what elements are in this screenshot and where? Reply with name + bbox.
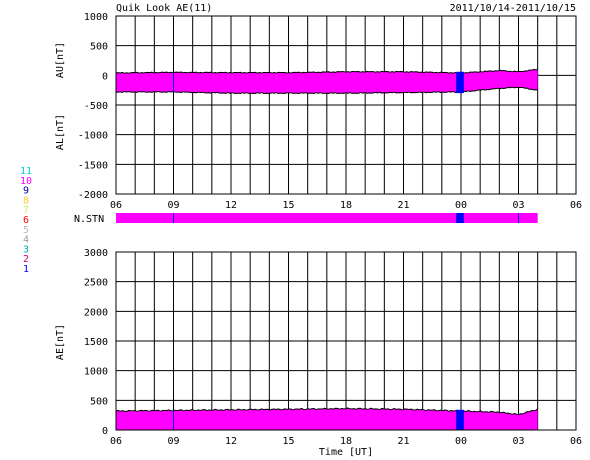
station-number-8: 8 <box>23 195 29 206</box>
au-al-ytick-label: 0 <box>102 71 108 82</box>
station-number-11: 11 <box>20 166 32 177</box>
ae-ytick-label: 500 <box>90 396 108 407</box>
ae-xtick-label: 09 <box>167 436 179 447</box>
data-layer <box>115 69 538 430</box>
au-al-ytick-label: -500 <box>84 101 108 112</box>
station-number-1: 1 <box>23 264 29 275</box>
station-number-7: 7 <box>23 205 29 216</box>
au-al-envelope-area <box>116 69 538 94</box>
au-al-ytick-label: -1000 <box>78 131 108 142</box>
au-al-ytick-label: 500 <box>90 42 108 53</box>
au-al-ytick-label: -2000 <box>78 190 108 201</box>
ae-xtick-label: 06 <box>570 436 582 447</box>
ae-axis-label: AE[nT] <box>55 324 66 360</box>
ae-ytick-label: 2500 <box>84 278 108 289</box>
nstn-label: N.STN <box>74 214 104 225</box>
ae-ytick-label: 1500 <box>84 337 108 348</box>
ae-ytick-label: 1000 <box>84 367 108 378</box>
au-al-xtick-label: 03 <box>512 200 524 211</box>
nstn-strip <box>116 213 538 223</box>
au-axis-label: AU[nT] <box>55 42 66 78</box>
au-al-xtick-label: 09 <box>167 200 179 211</box>
au-al-frame <box>115 15 577 195</box>
station-number-2: 2 <box>23 254 29 265</box>
ae-gap-marker <box>456 409 464 430</box>
au-al-xtick-label: 21 <box>397 200 409 211</box>
au-al-xtick-label: 00 <box>455 200 467 211</box>
ae-xtick-label: 21 <box>397 436 409 447</box>
ae-ytick-label: 3000 <box>84 248 108 259</box>
date-range: 2011/10/14-2011/10/15 <box>450 3 576 14</box>
ae-ytick-label: 0 <box>102 426 108 437</box>
au-al-ytick-label: -1500 <box>78 160 108 171</box>
station-number-6: 6 <box>23 215 29 226</box>
au-al-xtick-label: 18 <box>340 200 352 211</box>
ae-frame <box>115 251 577 431</box>
au-al-xtick-label: 15 <box>282 200 294 211</box>
frame-layer <box>115 15 577 431</box>
station-number-10: 10 <box>20 176 32 187</box>
x-axis-label: Time [UT] <box>319 447 373 458</box>
au-al-xtick-label: 12 <box>225 200 237 211</box>
ae-area <box>116 407 538 430</box>
al-axis-label: AL[nT] <box>55 114 66 150</box>
nstn-gap-marker <box>456 213 464 223</box>
au-al-gap-marker <box>456 71 464 94</box>
ae-xtick-label: 15 <box>282 436 294 447</box>
au-al-xtick-label: 06 <box>570 200 582 211</box>
ae-xtick-label: 18 <box>340 436 352 447</box>
ae-xtick-label: 00 <box>455 436 467 447</box>
au-al-ytick-label: 1000 <box>84 12 108 23</box>
ae-xtick-label: 12 <box>225 436 237 447</box>
grid-layer <box>115 15 577 431</box>
ae-xtick-label: 06 <box>110 436 122 447</box>
station-number-5: 5 <box>23 225 29 236</box>
al-line <box>115 86 538 95</box>
chart-title: Quik Look AE(11) <box>116 3 212 14</box>
ae-ytick-label: 2000 <box>84 307 108 318</box>
au-al-xtick-label: 06 <box>110 200 122 211</box>
station-number-3: 3 <box>23 244 29 255</box>
ae-xtick-label: 03 <box>512 436 524 447</box>
ae-line <box>115 407 538 416</box>
au-line <box>115 69 538 74</box>
station-number-9: 9 <box>23 186 29 197</box>
station-number-4: 4 <box>23 235 29 246</box>
